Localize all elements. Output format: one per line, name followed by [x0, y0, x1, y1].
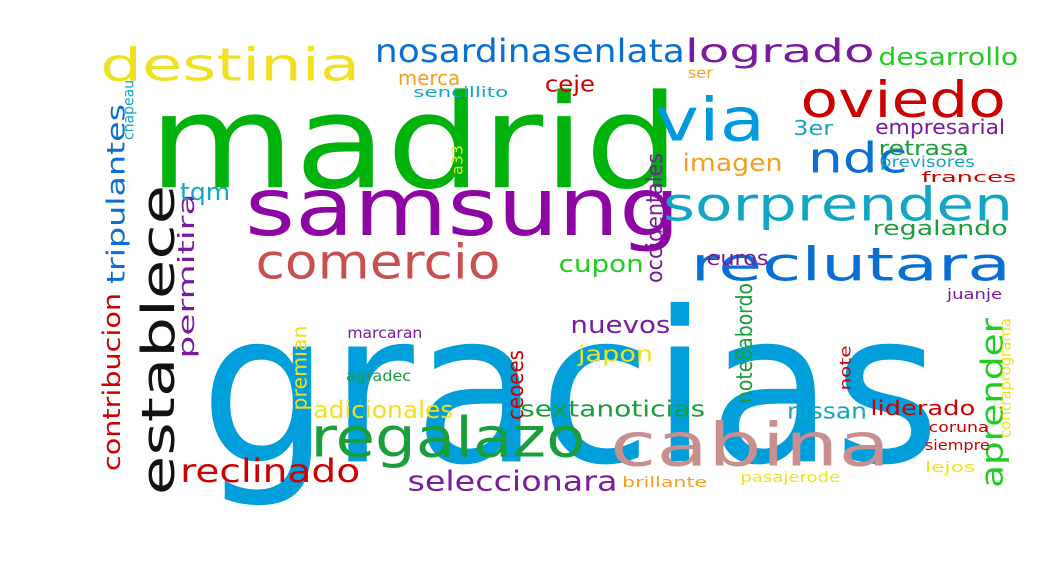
word-note8abordo: note8abordo: [730, 283, 757, 403]
word-brillante: brillante: [622, 473, 708, 491]
word-3er: 3er: [793, 116, 834, 140]
word-a33: a33: [448, 145, 466, 175]
word-destinia: destinia: [99, 37, 360, 91]
word-adicionales: adicionales: [312, 395, 453, 424]
word-reclinado: reclinado: [180, 452, 361, 490]
word-contribucion: contribucion: [97, 293, 126, 471]
word-reclutara: reclutara: [690, 237, 1011, 292]
word-permitira: permitira: [172, 193, 199, 358]
word-imagen: imagen: [681, 148, 782, 177]
word-merca: merca: [398, 66, 461, 90]
word-frances: frances: [920, 168, 1016, 186]
word-regalando: regalando: [872, 216, 1008, 240]
word-logrado: logrado: [684, 32, 875, 70]
word-nuevos: nuevos: [569, 310, 670, 339]
word-samsung: samsung: [244, 160, 681, 255]
word-seleccionara: seleccionara: [406, 464, 617, 498]
word-gracias: gracias: [199, 266, 941, 512]
word-comercio: comercio: [255, 233, 500, 290]
word-cupon: cupon: [558, 249, 644, 278]
word-agradec: agradec: [346, 366, 412, 385]
word-nosardinasenlata: nosardinasenlata: [374, 32, 685, 70]
word-marcaran: marcaran: [346, 323, 422, 342]
word-sextanoticias: sextanoticias: [520, 396, 706, 422]
word-lejos: lejos: [925, 458, 976, 476]
word-coruna: coruna: [928, 418, 989, 436]
word-premian: premian: [288, 325, 312, 410]
word-desarrollo: desarrollo: [877, 42, 1018, 71]
word-previsores: previsores: [879, 152, 975, 171]
word-via: via: [655, 84, 766, 155]
word-siempre: siempre: [924, 436, 990, 454]
word-nissan: nissan: [787, 398, 868, 424]
word-retrasa: retrasa: [878, 136, 969, 160]
word-occidentales: occidentales: [641, 152, 667, 284]
word-ndc: ndc: [807, 133, 908, 183]
word-ceoees: ceoees: [501, 350, 528, 420]
word-ser: ser: [687, 63, 713, 82]
word-japon: japon: [578, 341, 654, 367]
word-sorprenden: sorprenden: [663, 177, 1014, 232]
word-liderado: liderado: [869, 396, 975, 420]
word-sencillito: sencillito: [412, 83, 508, 101]
word-contraprograma: contraprograma: [996, 317, 1015, 439]
word-cabina: cabina: [610, 409, 891, 480]
word-regalazo: regalazo: [309, 405, 585, 470]
word-oviedo: oviedo: [800, 70, 1006, 129]
word-madrid: madrid: [148, 66, 680, 219]
word-ceje: ceje: [544, 71, 595, 97]
word-tqm: tqm: [180, 177, 231, 206]
word-juanje: juanje: [947, 285, 1003, 303]
word-empresarial: empresarial: [875, 115, 1006, 139]
word-chapeau: chapeau: [119, 79, 138, 141]
word-euros: euros: [706, 246, 769, 270]
word-note: note: [836, 344, 855, 391]
word-pasajerode: pasajerode: [739, 468, 840, 486]
